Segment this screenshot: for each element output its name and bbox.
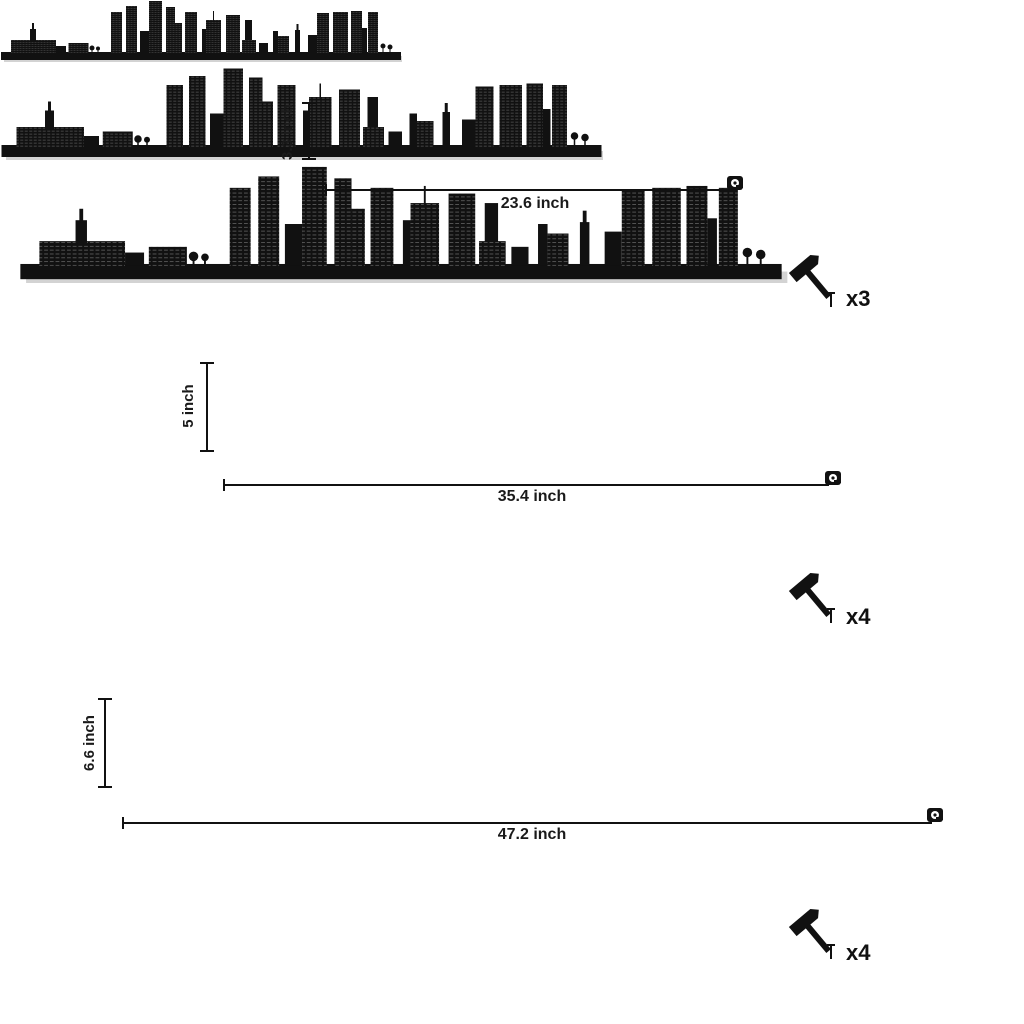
hammer-icon [788,908,831,953]
height-label: 5 inch [180,384,197,428]
skyline-large: 6.6 inch 47.2 inch x4 [0,165,1024,965]
skyline-silhouette-large [20,166,788,285]
height-label: 6.6 inch [81,715,98,771]
width-label: 35.4 inch [497,488,567,505]
hammer-icon [788,572,831,617]
height-dimension-line [308,102,310,160]
mounting-hardware: x4 [786,906,886,970]
skyline-medium: 5 inch 35.4 inch x4 [0,67,1024,629]
nail-icon [827,944,835,959]
hammer-count: x4 [846,940,871,965]
nail-icon [827,608,835,623]
height-label: 3.3 inch [279,104,296,160]
mounting-hardware: x4 [786,570,886,634]
skyline-small: 3.3 inch 23.6 inch x3 [0,0,1024,311]
hammer-icon [788,254,831,299]
height-dimension-line [104,698,106,788]
tape-measure-icon [825,471,841,485]
height-dimension-line [206,362,208,452]
hammer-count: x3 [846,286,871,311]
skyline-silhouette-medium [1,68,606,162]
width-dimension-line [325,189,730,191]
width-dimension-line [223,484,829,486]
skyline-silhouette-small [1,1,404,63]
nail-icon [827,292,835,307]
hammer-count: x4 [846,604,871,629]
width-label: 23.6 inch [500,195,570,212]
width-dimension-line [122,822,932,824]
width-label: 47.2 inch [497,826,567,843]
tape-measure-icon [927,808,943,822]
tape-measure-icon [727,176,743,190]
mounting-hardware: x3 [786,252,886,316]
